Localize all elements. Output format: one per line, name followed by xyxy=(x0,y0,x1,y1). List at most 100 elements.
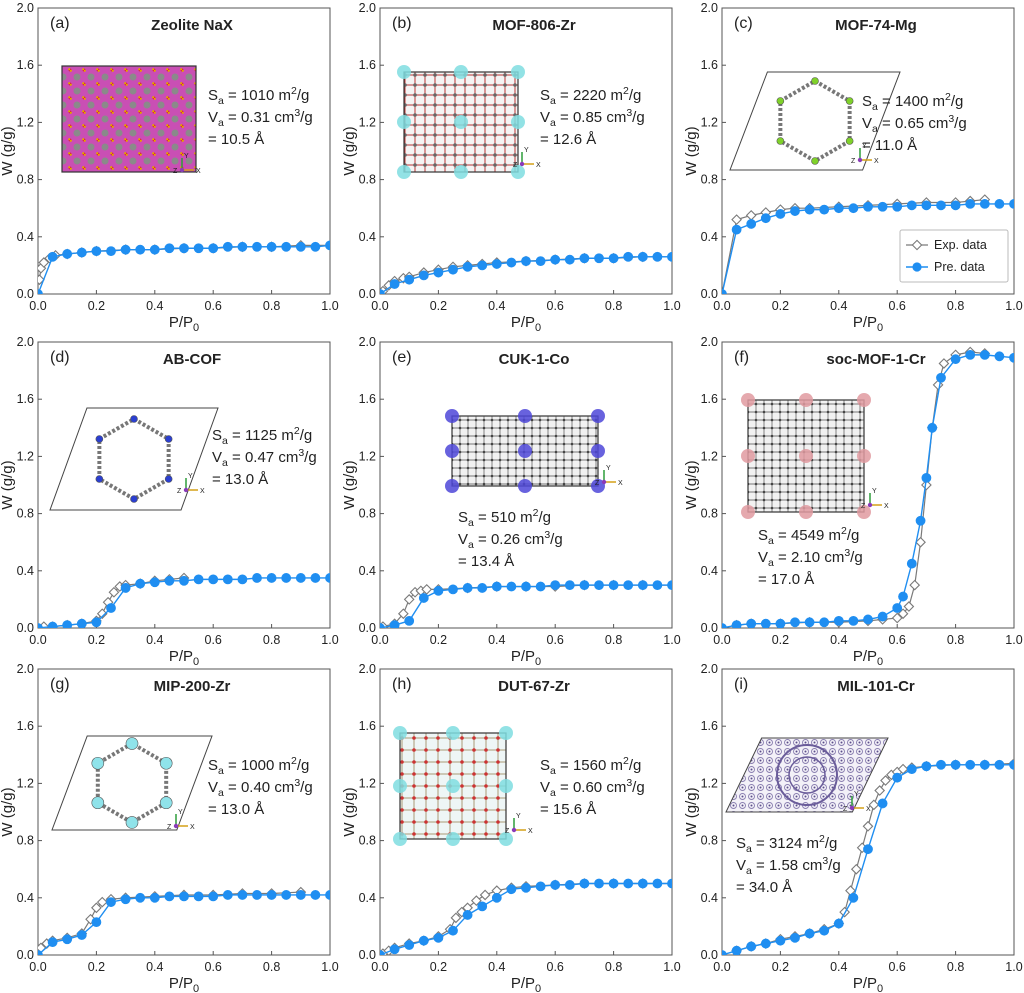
x-axis-label: P/P0 xyxy=(169,648,199,668)
dut67-structure: X Y Z xyxy=(393,726,533,846)
pre-point xyxy=(623,251,634,262)
pre-point xyxy=(608,580,619,590)
pre-point xyxy=(164,575,175,586)
pre-point xyxy=(38,289,43,294)
pre-point xyxy=(790,206,800,216)
x-tick-label: 0.6 xyxy=(205,960,222,974)
pre-point xyxy=(833,203,844,214)
pre-point xyxy=(936,200,946,211)
pre-point xyxy=(389,620,400,628)
pre-point xyxy=(892,772,903,783)
y-tick-label: 1.2 xyxy=(17,115,34,129)
axes-glyph: X Y Z xyxy=(177,473,205,495)
panel-i: 0.0 0.4 0.8 1.2 1.6 2.0 0.0 0.2 0.4 0.6 0.8 1.0 P/P0… xyxy=(683,662,1023,993)
svg-text:X: X xyxy=(190,824,195,831)
pre-point xyxy=(76,247,87,258)
annotation-line: = 15.6 Å xyxy=(540,801,596,818)
pre-point xyxy=(164,243,175,254)
pre-point xyxy=(564,580,575,590)
pre-point xyxy=(819,617,830,628)
pre-point xyxy=(608,253,619,264)
pre-point xyxy=(491,259,502,269)
y-tick-label: 0.0 xyxy=(701,948,718,962)
x-tick-label: 0.0 xyxy=(29,960,46,974)
pre-point xyxy=(310,890,321,900)
socmof-structure: X Y Z xyxy=(741,393,889,519)
pre-point xyxy=(462,910,473,920)
svg-text:Y: Y xyxy=(524,147,529,154)
pre-point xyxy=(722,950,727,955)
pre-point xyxy=(38,623,43,628)
panel-b: 0.0 0.4 0.8 1.2 1.6 2.0 0.0 0.2 0.4 0.6 0.8 1.0 P/P0… xyxy=(341,1,681,334)
y-tick-label: 1.2 xyxy=(701,449,718,463)
x-tick-label: 0.2 xyxy=(772,960,789,974)
axes-glyph: X Y Z xyxy=(513,147,541,169)
svg-text:X: X xyxy=(618,480,623,487)
pre-point xyxy=(979,349,990,360)
svg-text:Y: Y xyxy=(184,153,189,160)
pre-point xyxy=(863,614,873,625)
pre-point xyxy=(731,620,742,628)
annotation-line: Va = 0.47 cm3/g xyxy=(212,447,317,469)
y-tick-label: 0.4 xyxy=(17,564,34,578)
x-tick-label: 0.4 xyxy=(146,960,163,974)
exp-point xyxy=(862,820,874,832)
x-tick-label: 0.6 xyxy=(547,960,564,974)
annotation-line: Va = 0.65 cm3/g xyxy=(862,113,967,135)
svg-text:Y: Y xyxy=(872,488,877,495)
series-group xyxy=(380,878,672,955)
pre-point xyxy=(535,256,546,267)
pre-point xyxy=(135,244,146,255)
panel-label: (b) xyxy=(392,15,412,32)
pre-point xyxy=(295,241,306,252)
series-group xyxy=(380,251,672,294)
pre-point xyxy=(295,890,306,900)
x-tick-label: 0.8 xyxy=(263,960,280,974)
panel-a: 0.0 0.4 0.8 1.2 1.6 2.0 0.0 0.2 0.4 0.6 0.8 1.0 P/P0… xyxy=(0,1,339,334)
panel-label: (a) xyxy=(50,15,70,32)
pre-point xyxy=(179,243,189,254)
y-tick-label: 0.0 xyxy=(17,287,34,301)
pre-point xyxy=(877,798,888,809)
x-tick-label: 0.8 xyxy=(263,299,280,313)
pre-point xyxy=(579,878,590,889)
pre-point xyxy=(848,203,859,214)
pre-point xyxy=(477,260,488,271)
svg-text:Z: Z xyxy=(861,503,866,510)
pre-point xyxy=(915,515,926,526)
svg-text:Z: Z xyxy=(173,168,178,175)
pre-point xyxy=(208,891,219,902)
y-tick-label: 1.2 xyxy=(359,776,376,790)
exp-point xyxy=(470,895,482,907)
pre-point xyxy=(652,580,663,590)
y-tick-label: 0.8 xyxy=(701,834,718,848)
y-tick-label: 2.0 xyxy=(359,335,376,349)
y-tick-label: 1.6 xyxy=(17,392,34,406)
pre-point xyxy=(193,891,204,902)
plot-frame xyxy=(379,7,673,295)
pre-point xyxy=(135,892,146,903)
pre-point xyxy=(833,615,844,626)
pre-point xyxy=(164,891,175,902)
panel-d: 0.0 0.4 0.8 1.2 1.6 2.0 0.0 0.2 0.4 0.6 0.8 1.0 P/P0… xyxy=(0,335,339,668)
pre-point xyxy=(550,880,561,890)
y-tick-label: 2.0 xyxy=(17,1,34,15)
pre-point xyxy=(550,254,561,265)
pre-point xyxy=(448,264,458,275)
pre-point xyxy=(950,759,961,770)
panel-g: 0.0 0.4 0.8 1.2 1.6 2.0 0.0 0.2 0.4 0.6 0.8 1.0 P/P0… xyxy=(0,662,339,993)
pre-point xyxy=(564,880,575,890)
pre-point xyxy=(637,580,648,590)
x-tick-label: 0.0 xyxy=(371,960,388,974)
pre-point xyxy=(760,213,771,224)
pre-point xyxy=(936,759,946,770)
pre-point xyxy=(848,615,859,626)
annotation-line: = 13.0 Å xyxy=(208,801,264,818)
pre-point xyxy=(722,289,727,294)
y-tick-label: 0.4 xyxy=(17,891,34,905)
x-tick-label: 0.8 xyxy=(605,960,622,974)
exp-point xyxy=(897,608,909,620)
pre-point xyxy=(722,623,727,628)
pre-point xyxy=(281,241,292,252)
pre-point xyxy=(448,925,458,936)
